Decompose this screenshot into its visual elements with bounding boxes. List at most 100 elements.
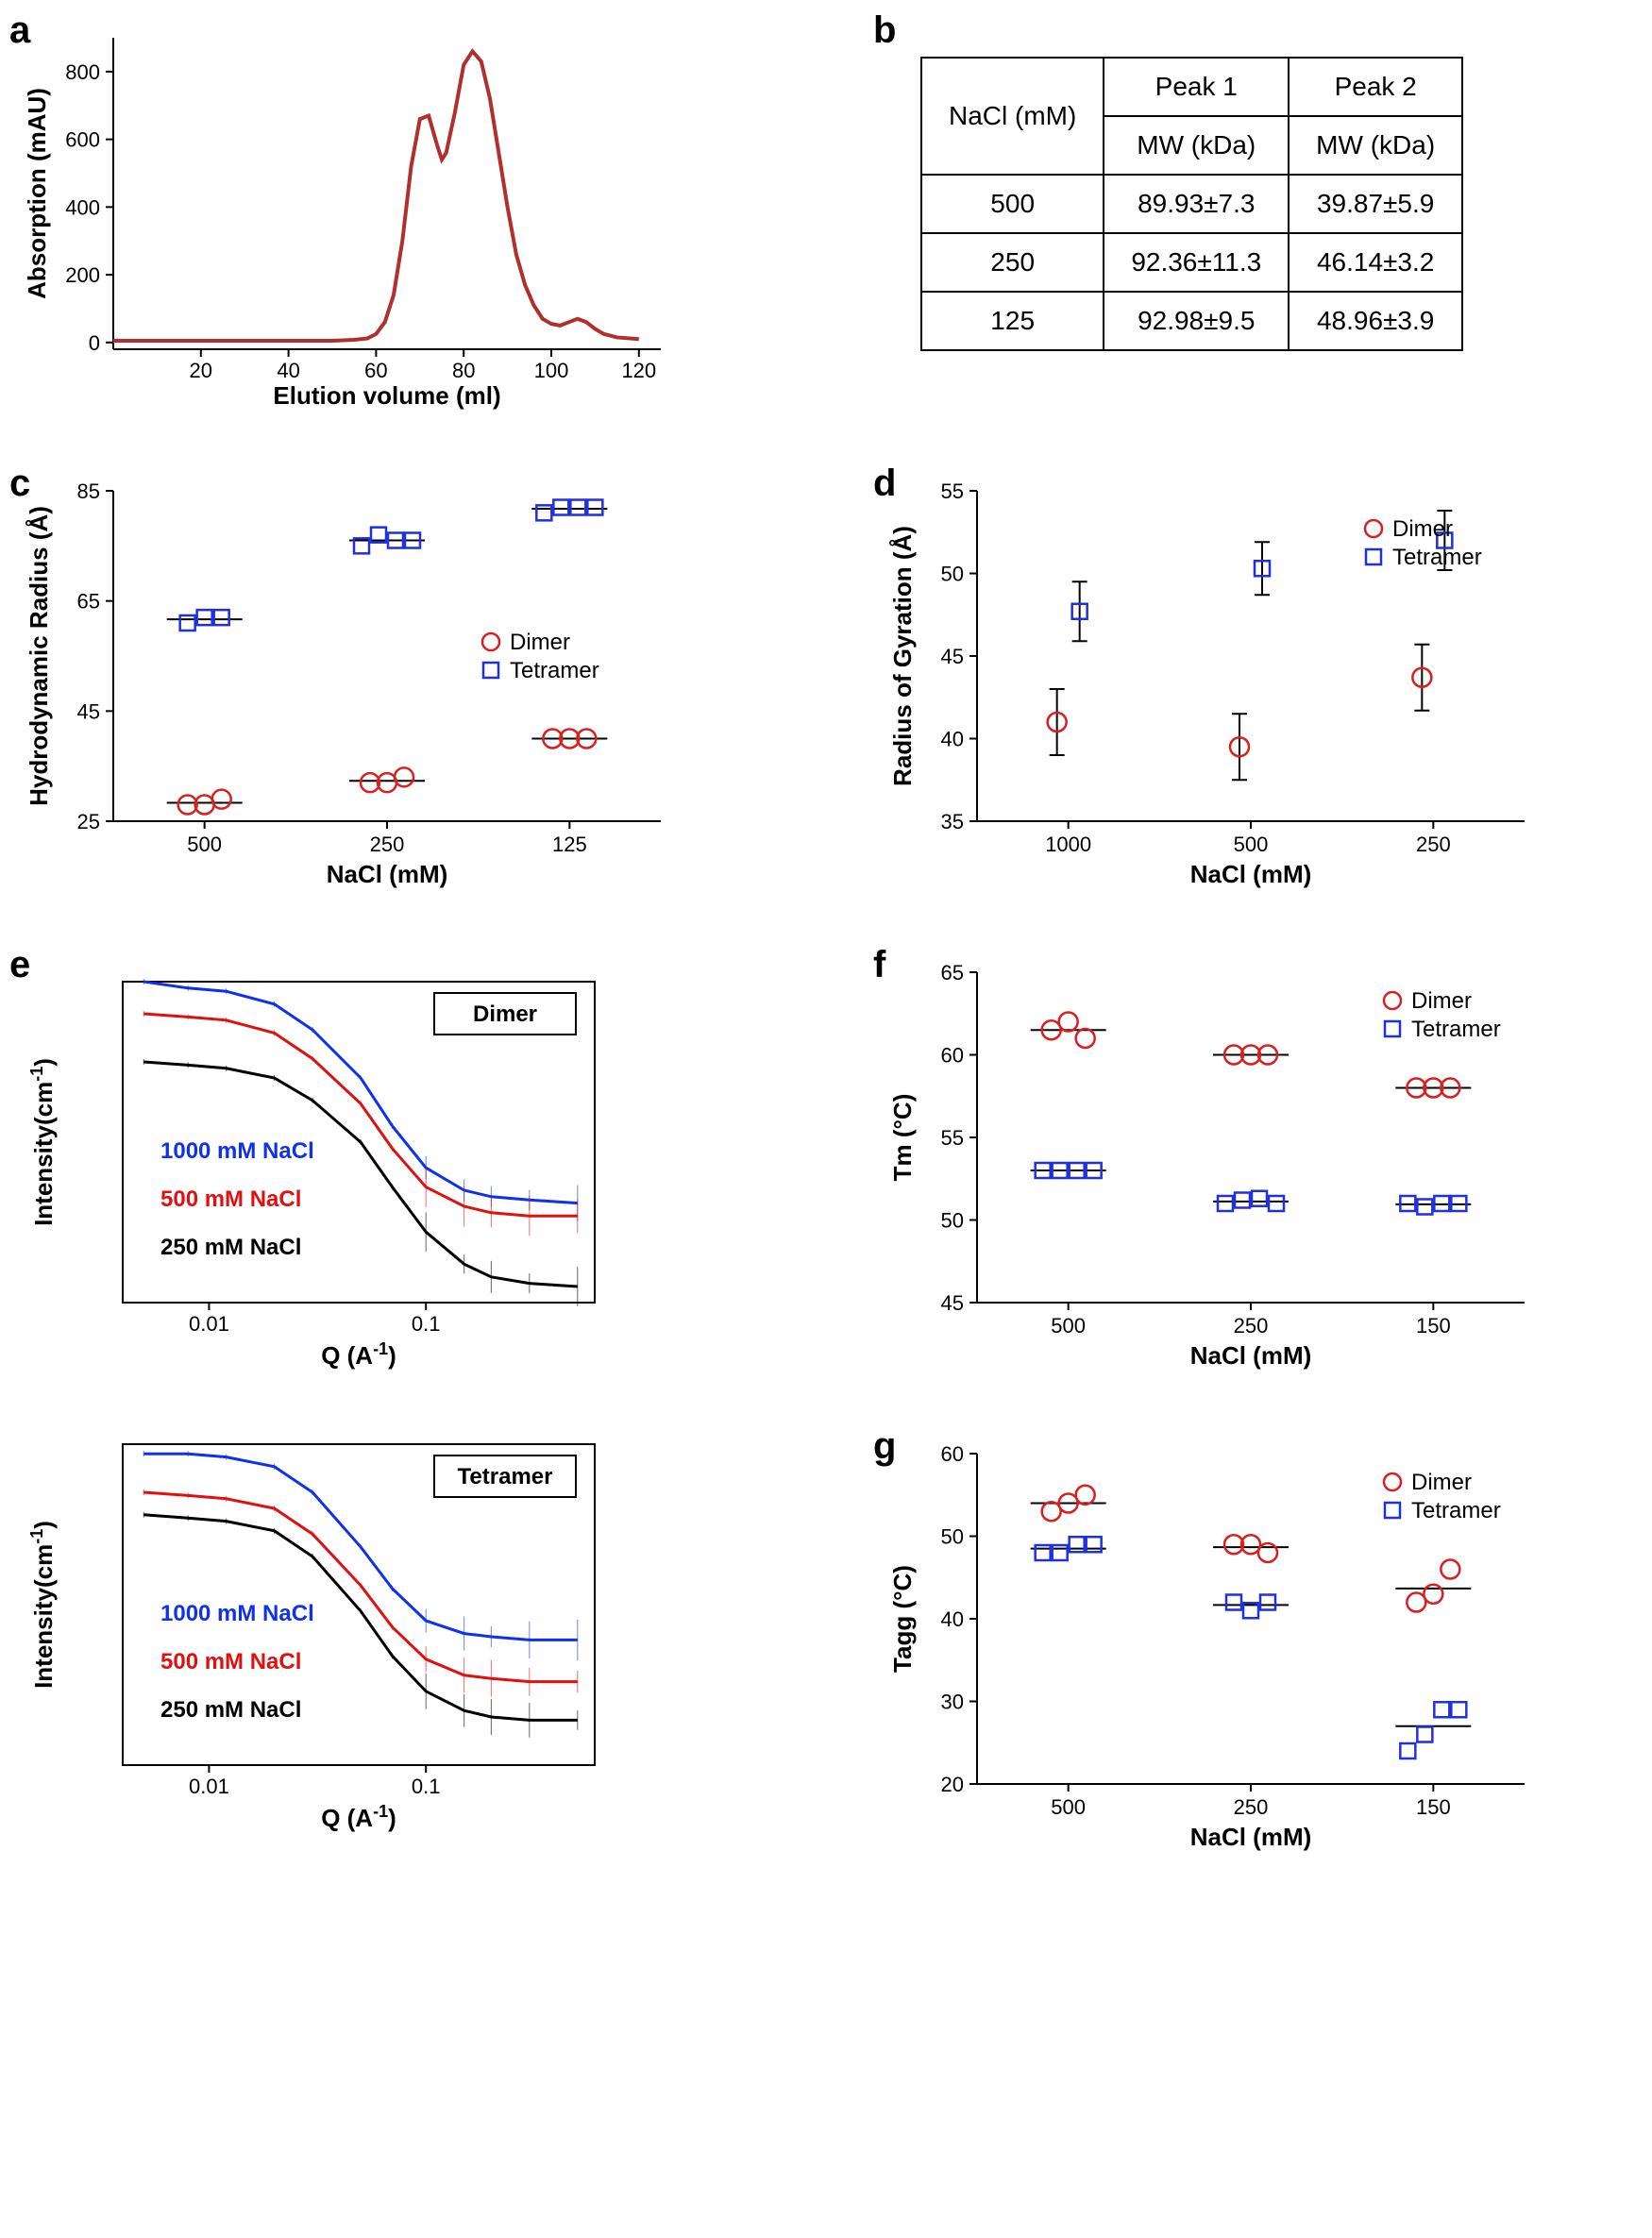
svg-text:30: 30 [941, 1691, 964, 1714]
svg-text:Tetramer: Tetramer [1392, 545, 1482, 570]
svg-text:125: 125 [552, 833, 587, 856]
panel-c: c 50025012525456585NaCl (mM)Hydrodynamic… [19, 472, 769, 897]
panel-b-table: NaCl (mM) Peak 1 Peak 2 MW (kDa) MW (kDa… [920, 57, 1463, 351]
svg-text:Dimer: Dimer [1411, 988, 1472, 1014]
svg-text:250: 250 [370, 833, 405, 856]
svg-text:150: 150 [1416, 1314, 1451, 1338]
svg-text:Dimer: Dimer [510, 630, 570, 655]
svg-text:Dimer: Dimer [1411, 1470, 1472, 1495]
panel-e: e 0.010.1Q (A-1)Intensity(cm-1)Dimer1000… [19, 953, 769, 1859]
svg-text:600: 600 [65, 128, 100, 152]
panel-e-label: e [9, 944, 30, 986]
svg-text:55: 55 [941, 1126, 964, 1150]
panel-f-chart: 5002501504550556065NaCl (mM)Tm (°C)Dimer… [883, 953, 1543, 1378]
svg-text:0: 0 [89, 331, 100, 355]
table-sub-mw1: MW (kDa) [1104, 116, 1289, 175]
svg-text:40: 40 [277, 359, 299, 382]
svg-text:0.01: 0.01 [189, 1312, 229, 1336]
svg-text:25: 25 [77, 810, 100, 833]
svg-text:NaCl (mM): NaCl (mM) [1190, 1341, 1312, 1370]
svg-text:40: 40 [941, 728, 964, 751]
panel-c-label: c [9, 463, 30, 505]
svg-text:1000: 1000 [1045, 833, 1091, 856]
svg-text:85: 85 [77, 480, 100, 503]
svg-text:20: 20 [941, 1773, 964, 1796]
panel-c-chart: 500 250 125 25 45 65 85 NaCl (mM) Hydrodynamic R… [19, 472, 680, 897]
panel-d: d 10005002503540455055NaCl (mM)Radius of… [883, 472, 1633, 897]
svg-text:100: 100 [534, 359, 569, 382]
svg-text:250 mM NaCl: 250 mM NaCl [160, 1235, 301, 1260]
svg-text:250: 250 [1234, 1314, 1269, 1338]
panel-f: f 5002501504550556065NaCl (mM)Tm (°C)Dim… [883, 953, 1633, 1378]
svg-text:400: 400 [65, 195, 100, 219]
svg-text:800: 800 [65, 60, 100, 84]
svg-text:80: 80 [452, 359, 475, 382]
svg-text:60: 60 [364, 359, 387, 382]
table-head-nacl: NaCl (mM) [921, 58, 1104, 175]
svg-text:Tetramer: Tetramer [1411, 1498, 1501, 1523]
table-sub-mw2: MW (kDa) [1289, 116, 1462, 175]
svg-text:Tetramer: Tetramer [510, 658, 599, 683]
table-head-p1: Peak 1 [1104, 58, 1289, 116]
svg-text:65: 65 [77, 590, 100, 614]
svg-text:1000 mM NaCl: 1000 mM NaCl [160, 1601, 314, 1626]
svg-text:250: 250 [1416, 833, 1451, 856]
panel-b-label: b [873, 9, 896, 52]
svg-text:65: 65 [941, 961, 964, 984]
svg-text:250 mM NaCl: 250 mM NaCl [160, 1697, 301, 1723]
panel-g-chart: 5002501502030405060NaCl (mM)Tagg (°C)Dim… [883, 1435, 1543, 1859]
table-head-p2: Peak 2 [1289, 58, 1462, 116]
svg-text:120: 120 [621, 359, 656, 382]
panel-a-chart: 20 40 60 80 100 120 0 200 400 600 800 Elution volum… [19, 19, 680, 415]
panel-a: a 204060801001200200400600800Elution vol… [19, 19, 769, 415]
svg-text:Absorption (mAU): Absorption (mAU) [23, 88, 51, 299]
panel-a-label: a [9, 9, 30, 52]
svg-text:500: 500 [187, 833, 222, 856]
svg-text:Hydrodynamic Radius (Å): Hydrodynamic Radius (Å) [25, 506, 53, 806]
svg-text:35: 35 [941, 810, 964, 833]
figure-grid: a 204060801001200200400600800Elution vol… [19, 19, 1633, 1859]
svg-text:Intensity(cm-1): Intensity(cm-1) [27, 1521, 58, 1689]
svg-text:NaCl (mM): NaCl (mM) [1190, 860, 1312, 888]
svg-text:50: 50 [941, 563, 964, 586]
svg-text:Tagg (°C): Tagg (°C) [888, 1565, 917, 1673]
svg-text:Tetramer: Tetramer [1411, 1017, 1501, 1042]
table-row: 125 92.98±9.5 48.96±3.9 [921, 292, 1462, 350]
panel-g-label: g [873, 1425, 896, 1468]
panel-d-label: d [873, 463, 896, 505]
panel-b: b NaCl (mM) Peak 1 Peak 2 MW (kDa) MW (k… [883, 19, 1633, 415]
svg-text:Radius of Gyration (Å): Radius of Gyration (Å) [888, 526, 917, 786]
svg-text:50: 50 [941, 1209, 964, 1233]
svg-text:200: 200 [65, 263, 100, 287]
svg-text:Q (A-1): Q (A-1) [321, 1802, 396, 1832]
svg-text:Tetramer: Tetramer [458, 1464, 553, 1489]
svg-text:45: 45 [941, 1291, 964, 1315]
svg-text:150: 150 [1416, 1795, 1451, 1819]
svg-text:55: 55 [941, 480, 964, 503]
svg-text:45: 45 [77, 699, 100, 723]
svg-text:20: 20 [190, 359, 212, 382]
svg-text:Dimer: Dimer [1392, 516, 1453, 542]
table-row: 500 89.93±7.3 39.87±5.9 [921, 175, 1462, 233]
svg-text:500 mM NaCl: 500 mM NaCl [160, 1186, 301, 1212]
svg-text:50: 50 [941, 1525, 964, 1549]
svg-text:60: 60 [941, 1442, 964, 1466]
panel-e-dimer-chart: 0.010.1Q (A-1)Intensity(cm-1)Dimer1000 m… [19, 953, 623, 1378]
svg-text:Elution volume (ml): Elution volume (ml) [273, 381, 500, 410]
panel-f-label: f [873, 944, 885, 986]
svg-text:40: 40 [941, 1607, 964, 1631]
panel-e-tetramer-chart: 0.010.1Q (A-1)Intensity(cm-1)Tetramer100… [19, 1416, 623, 1841]
svg-text:Intensity(cm-1): Intensity(cm-1) [27, 1058, 58, 1226]
svg-text:500 mM NaCl: 500 mM NaCl [160, 1649, 301, 1674]
svg-text:500: 500 [1051, 1314, 1086, 1338]
svg-text:0.1: 0.1 [412, 1312, 441, 1336]
svg-text:60: 60 [941, 1044, 964, 1068]
svg-text:500: 500 [1234, 833, 1269, 856]
panel-g: g 5002501502030405060NaCl (mM)Tagg (°C)D… [883, 1435, 1633, 1859]
svg-text:Q (A-1): Q (A-1) [321, 1339, 396, 1370]
svg-text:Dimer: Dimer [473, 1001, 537, 1027]
panel-d-chart: 1000 500 250 35 40 45 50 55 NaCl (mM) Radius of G… [883, 472, 1543, 897]
svg-text:NaCl (mM): NaCl (mM) [327, 860, 448, 888]
svg-text:0.1: 0.1 [412, 1775, 441, 1798]
svg-text:45: 45 [941, 645, 964, 668]
